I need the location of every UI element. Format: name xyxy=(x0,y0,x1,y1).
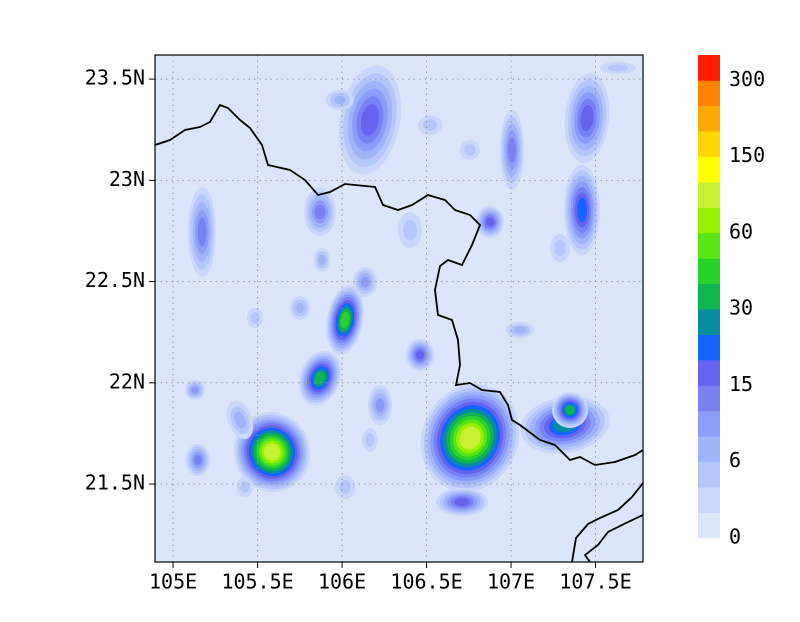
plot-frame xyxy=(154,54,644,563)
contour-region xyxy=(263,443,281,461)
colorbar-swatch xyxy=(698,131,720,157)
colorbar-swatch xyxy=(698,207,720,234)
colorbar-label: 15 xyxy=(729,372,753,396)
x-tick-label: 105.5E xyxy=(221,570,293,594)
contour-region xyxy=(607,64,629,72)
contour-region xyxy=(565,405,575,415)
contour-region xyxy=(485,217,495,227)
colorbar-swatch xyxy=(698,232,720,259)
field-background xyxy=(155,55,643,562)
contour-region xyxy=(250,312,260,324)
colorbar-swatch xyxy=(698,258,720,285)
colorbar-swatch xyxy=(698,436,720,463)
contour-region xyxy=(454,497,470,507)
y-tick-label: 22N xyxy=(109,369,145,393)
colorbar-label: 150 xyxy=(729,143,765,167)
contour-region xyxy=(318,254,326,266)
y-tick-label: 23N xyxy=(109,167,145,191)
contour-region xyxy=(403,219,417,241)
contour-region xyxy=(360,104,380,136)
colorbar-swatch xyxy=(698,385,720,412)
y-tick-label: 22.5N xyxy=(85,268,145,292)
colorbar-swatch xyxy=(698,334,720,361)
colorbar-swatch xyxy=(698,360,720,386)
x-tick-label: 106.5E xyxy=(390,570,462,594)
x-tick-label: 106E xyxy=(318,570,366,594)
contour-region xyxy=(333,95,347,105)
colorbar-swatch xyxy=(698,309,720,335)
contour-region xyxy=(194,454,202,466)
contour-region xyxy=(580,104,594,132)
colorbar-swatch xyxy=(698,487,720,513)
contour-region xyxy=(234,411,246,429)
colorbar-swatch xyxy=(698,182,720,208)
contour-region xyxy=(415,350,425,360)
precipitation-field xyxy=(155,55,643,562)
contour-region xyxy=(577,197,587,223)
x-tick-label: 105E xyxy=(149,570,197,594)
contour-region xyxy=(464,144,476,156)
colorbar: 0 6 15 30 60 150 300 xyxy=(698,55,765,549)
colorbar-label: 6 xyxy=(729,448,741,472)
y-tick-label: 21.5N xyxy=(85,471,145,495)
y-tick-label: 23.5N xyxy=(85,66,145,90)
x-tick-label: 107.5E xyxy=(559,570,631,594)
coast-line xyxy=(583,514,643,562)
contour-region xyxy=(554,239,566,257)
contour-region xyxy=(314,204,326,220)
colorbar-swatch xyxy=(698,512,720,539)
contour-region xyxy=(365,433,375,447)
contour-region xyxy=(513,326,527,334)
colorbar-swatch xyxy=(698,55,720,81)
colorbar-swatch xyxy=(698,461,720,488)
colorbar-label: 30 xyxy=(729,296,753,320)
contour-region xyxy=(295,302,305,314)
contour-region xyxy=(314,371,326,385)
colorbar-swatch xyxy=(698,156,720,183)
contour-region xyxy=(459,426,481,450)
contour-region xyxy=(508,137,516,163)
x-tick-label: 107E xyxy=(487,570,535,594)
colorbar-swatch xyxy=(698,410,720,437)
contour-region xyxy=(375,397,385,413)
colorbar-swatch xyxy=(698,105,720,132)
border-line xyxy=(155,103,643,466)
contour-region xyxy=(197,217,207,247)
coastline xyxy=(155,103,643,562)
contour-region xyxy=(339,480,351,494)
colorbar-label: 0 xyxy=(729,525,741,549)
contour-region xyxy=(340,311,350,329)
colorbar-swatch xyxy=(698,80,720,107)
coast-line xyxy=(571,482,643,562)
colorbar-label: 300 xyxy=(729,67,765,91)
contour-region xyxy=(240,481,250,493)
contour-region xyxy=(191,386,199,394)
colorbar-swatch xyxy=(698,283,720,310)
contour-region xyxy=(423,119,437,131)
colorbar-label: 60 xyxy=(729,219,753,243)
grid: 105E 105.5E 106E 106.5E 107E 107.5E 21.5N 22N 22… xyxy=(85,55,643,594)
